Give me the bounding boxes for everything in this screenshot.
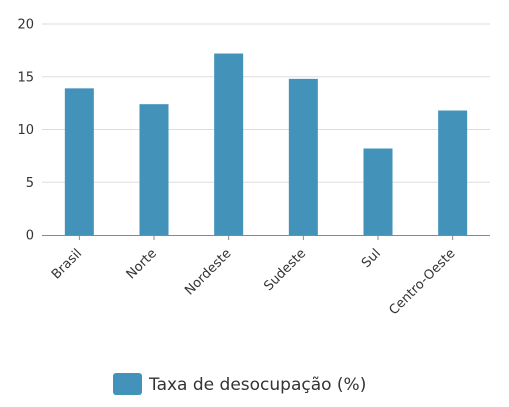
x-tick-label: Nordeste [182, 246, 234, 298]
y-tick-label: 5 [26, 176, 34, 191]
bar-brasil[interactable] [64, 88, 94, 235]
x-tick-label: Sudeste [261, 246, 309, 294]
bar-sul[interactable] [363, 148, 393, 235]
y-tick-label: 10 [17, 123, 34, 138]
y-axis: 0 5 10 15 20 [17, 18, 34, 244]
x-tick-label: Centro-Oeste [386, 246, 458, 318]
x-tick-label: Brasil [49, 246, 85, 282]
x-tick-label: Sul [359, 246, 384, 271]
bars [64, 53, 468, 236]
legend-label: Taxa de desocupação (%) [148, 375, 366, 395]
gridlines [42, 23, 490, 183]
x-axis: Brasil Norte Nordeste Sudeste Sul Centro-Oest… [49, 235, 458, 318]
y-tick-label: 0 [26, 229, 34, 244]
bar-norte[interactable] [139, 104, 169, 236]
x-tick-label: Norte [124, 246, 160, 282]
bar-centro-oeste[interactable] [438, 110, 468, 235]
y-tick-label: 15 [17, 70, 34, 85]
y-tick-label: 20 [17, 18, 34, 33]
bar-nordeste[interactable] [214, 53, 244, 235]
bar-sudeste[interactable] [288, 78, 318, 235]
legend-swatch [113, 373, 142, 395]
legend[interactable]: Taxa de desocupação (%) [113, 373, 366, 395]
